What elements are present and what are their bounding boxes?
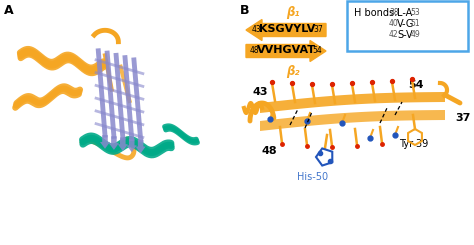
FancyArrow shape bbox=[136, 140, 146, 153]
Text: B: B bbox=[240, 4, 249, 17]
FancyArrow shape bbox=[127, 138, 137, 152]
Text: VVHGVAT: VVHGVAT bbox=[257, 45, 316, 55]
Text: H bonds:: H bonds: bbox=[354, 8, 397, 18]
FancyArrow shape bbox=[109, 136, 119, 150]
Text: 37: 37 bbox=[313, 25, 323, 35]
Text: L-A: L-A bbox=[397, 8, 412, 18]
Text: S-V: S-V bbox=[397, 30, 413, 40]
Text: 43: 43 bbox=[253, 87, 268, 97]
Text: 48: 48 bbox=[262, 146, 278, 156]
Text: 48: 48 bbox=[250, 47, 260, 56]
Text: β₁: β₁ bbox=[286, 6, 300, 19]
Text: 42: 42 bbox=[389, 30, 399, 39]
Text: 40: 40 bbox=[389, 19, 399, 28]
FancyArrow shape bbox=[100, 135, 110, 149]
Text: 53: 53 bbox=[410, 8, 420, 17]
Text: 49: 49 bbox=[410, 30, 420, 39]
Text: 51: 51 bbox=[410, 19, 420, 28]
FancyBboxPatch shape bbox=[347, 1, 468, 51]
Text: KSGVYLV: KSGVYLV bbox=[259, 24, 315, 34]
Text: A: A bbox=[4, 4, 14, 17]
Polygon shape bbox=[260, 110, 445, 131]
FancyArrow shape bbox=[246, 20, 326, 40]
Text: 54: 54 bbox=[312, 47, 322, 56]
Text: 54: 54 bbox=[408, 80, 423, 90]
Text: His-50: His-50 bbox=[298, 172, 328, 182]
Text: 43: 43 bbox=[252, 25, 262, 35]
Text: Tyr-39: Tyr-39 bbox=[399, 139, 428, 149]
Text: V-G: V-G bbox=[397, 19, 414, 29]
Text: β₂: β₂ bbox=[286, 65, 300, 78]
FancyArrow shape bbox=[246, 40, 326, 61]
Polygon shape bbox=[260, 92, 445, 113]
Text: 38: 38 bbox=[389, 8, 399, 17]
FancyArrow shape bbox=[118, 137, 128, 151]
Text: 37: 37 bbox=[455, 113, 470, 123]
